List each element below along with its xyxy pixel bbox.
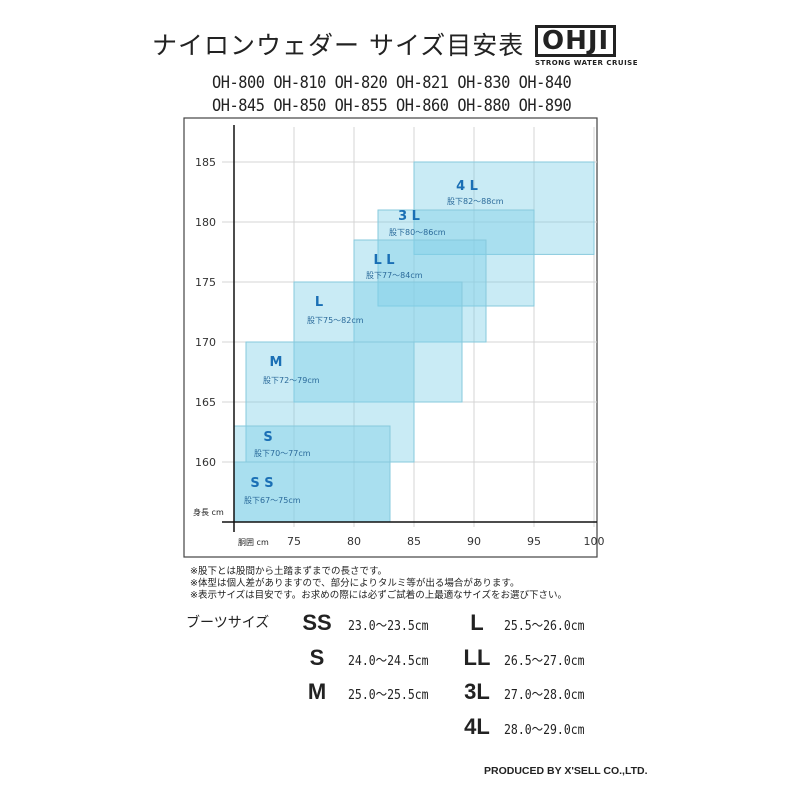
size-region-ss [233, 461, 391, 523]
boot-size-label: S [309, 644, 325, 670]
boot-size-range: 25.5～26.0cm [504, 618, 585, 634]
y-tick-label: 175 [195, 276, 216, 289]
size-region-4l [413, 161, 595, 255]
y-tick-label: 180 [195, 216, 216, 229]
x-tick-label: 85 [407, 535, 421, 548]
produced-by: PRODUCED BY X'SELL CO.,LTD. [484, 765, 648, 777]
inseam-label: 股下82～88cm [447, 197, 504, 206]
boot-size-label: SS [302, 610, 332, 635]
boot-size-range: 28.0～29.0cm [504, 721, 585, 738]
boot-size-label: L [470, 610, 484, 635]
boot-size-range: 27.0～28.0cm [504, 687, 585, 703]
note-1: ※股下とは股間から土踏まずまでの長さです。 [190, 566, 388, 577]
inseam-label: 股下77～84cm [366, 271, 423, 280]
x-tick-label: 75 [287, 535, 301, 548]
size-label: L L [373, 253, 394, 268]
boot-size-range: 26.5～27.0cm [504, 652, 585, 669]
y-axis-label: 身長 cm [193, 507, 224, 517]
logo-mark: OHJI [535, 25, 617, 57]
boot-size-label: M [307, 679, 327, 704]
model-numbers-line-2: OH-845 OH-850 OH-855 OH-860 OH-880 OH-89… [212, 96, 572, 116]
size-region-s [233, 425, 391, 523]
size-chart: 75 80 85 90 95 100 160 165 170 175 180 185 S S 股下67～… [183, 117, 605, 558]
size-label: M [270, 355, 283, 370]
y-tick-label: 160 [195, 456, 216, 469]
size-label: S [263, 430, 272, 445]
size-label: S S [250, 476, 273, 491]
inseam-label: 股下75～82cm [307, 316, 364, 325]
size-region-3l [377, 209, 535, 307]
x-tick-label: 80 [347, 535, 361, 548]
boot-size-label: 3L [464, 679, 490, 704]
size-region-ll [353, 239, 487, 343]
x-tick-label: 95 [527, 535, 541, 548]
size-label: 4 L [456, 179, 478, 194]
page-title: ナイロンウェダー サイズ目安表 [152, 31, 525, 60]
y-tick-label: 165 [195, 396, 216, 409]
logo-tagline: STRONG WATER CRUISE [535, 59, 639, 67]
y-tick-label: 185 [195, 156, 216, 169]
note-3: ※表示サイズは目安です。お求めの際には必ずご試着の上最適なサイズをお選び下さい。 [190, 590, 567, 601]
boot-size-range: 24.0～24.5cm [348, 652, 429, 669]
inseam-label: 股下80～86cm [389, 228, 446, 237]
boot-size-label: 4L [464, 713, 490, 739]
x-tick-label: 100 [584, 535, 605, 548]
boot-size-range: 23.0～23.5cm [348, 618, 429, 634]
note-2: ※体型は個人差がありますので、部分によりタルミ等が出る場合があります。 [190, 578, 520, 589]
inseam-label: 股下72～79cm [263, 376, 320, 385]
x-axis-label: 胴囲 cm [238, 538, 269, 547]
size-region-m [245, 341, 415, 463]
x-tick-label: 90 [467, 535, 481, 548]
y-tick-label: 170 [195, 336, 216, 349]
boots-size-heading: ブーツサイズ [186, 615, 270, 631]
ohji-logo: OHJI STRONG WATER CRUISE [535, 25, 639, 67]
size-label: L [315, 295, 323, 310]
inseam-label: 股下70～77cm [254, 449, 311, 458]
boot-size-label: LL [463, 644, 491, 670]
inseam-label: 股下67～75cm [244, 496, 301, 505]
boot-size-range: 25.0～25.5cm [348, 687, 429, 703]
size-label: 3 L [398, 209, 420, 224]
model-numbers-line-1: OH-800 OH-810 OH-820 OH-821 OH-830 OH-84… [212, 73, 572, 93]
